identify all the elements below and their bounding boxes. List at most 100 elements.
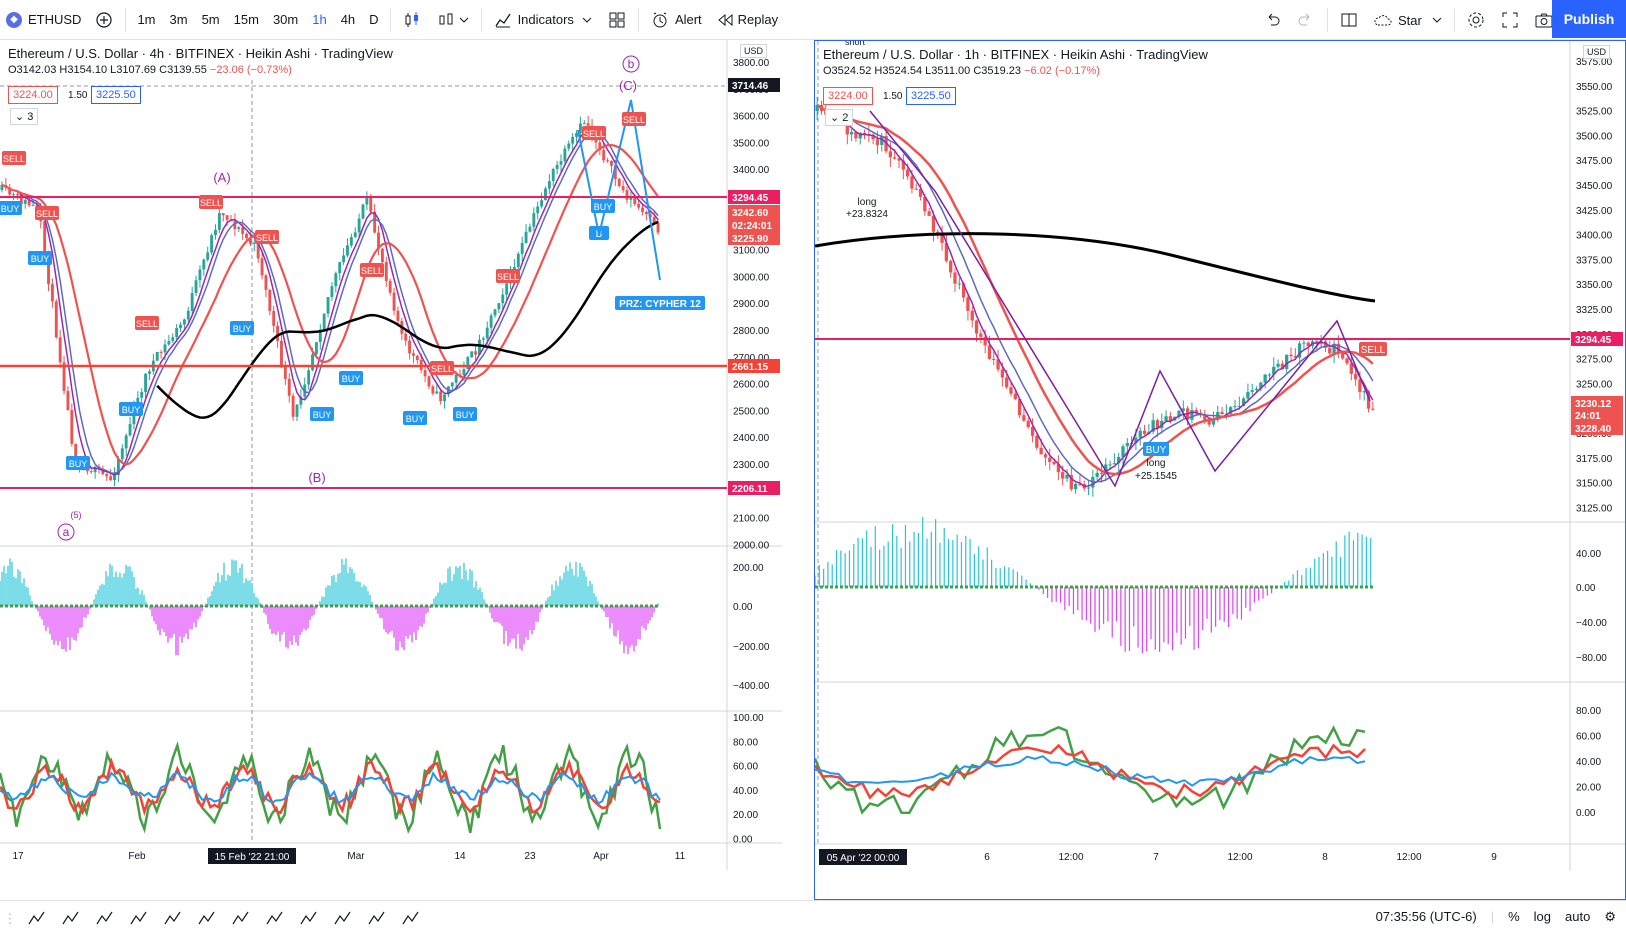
- indicators-collapse-button[interactable]: ⌄ 2: [825, 109, 854, 126]
- horizontal-levels-layer[interactable]: [0, 196, 727, 489]
- candle-body: [35, 205, 39, 207]
- sell-price-button[interactable]: 3224.00: [8, 86, 58, 104]
- sell-signal-box: [360, 263, 384, 277]
- open-value: O3524.52: [823, 65, 872, 77]
- left-chart-canvas[interactable]: 3800.003700.003600.003500.003400.003300.…: [0, 40, 782, 900]
- sell-price-button[interactable]: 3224.00: [823, 87, 873, 105]
- interval-1h[interactable]: 1h: [312, 12, 327, 27]
- candle-body: [923, 196, 927, 212]
- right-chart-pane[interactable]: 3575.00 3550.00 3525.00 3500.00 3475.00 3450.…: [814, 40, 1626, 900]
- candle-body: [1112, 463, 1117, 465]
- time-tick-label: 17: [12, 851, 24, 862]
- auto-scale-toggle[interactable]: auto: [1565, 909, 1591, 924]
- candle-body: [478, 339, 481, 355]
- toolbar-divider: [1453, 8, 1455, 32]
- candle-body: [462, 369, 466, 376]
- crosshair-time-badge: [819, 849, 907, 865]
- chevron-down-icon: ⌄: [830, 112, 840, 124]
- settings-button[interactable]: [1459, 0, 1493, 40]
- candle-body: [1099, 472, 1104, 474]
- interval-1m[interactable]: 1m: [137, 12, 156, 27]
- candle-body: [384, 261, 388, 282]
- candle-body: [353, 232, 357, 238]
- snapshot-button[interactable]: [1527, 0, 1561, 40]
- buy-price-button[interactable]: 3225.50: [906, 87, 956, 105]
- percent-scale-toggle[interactable]: %: [1508, 909, 1520, 924]
- camera-icon: [1533, 9, 1555, 31]
- buy-signal-box: [310, 407, 334, 421]
- candle-body: [349, 237, 353, 246]
- buy-signal: BUY: [1, 204, 20, 214]
- interval-15m[interactable]: 15m: [233, 12, 259, 27]
- layout-name-dropdown[interactable]: Star: [1366, 0, 1450, 40]
- ema-fast-line: [1, 127, 659, 476]
- rsi-tick-label: 20.00: [733, 810, 758, 821]
- candle-body: [528, 226, 532, 232]
- cycle-icon[interactable]: [326, 902, 360, 936]
- indicators-collapse-button[interactable]: ⌄ 3: [10, 108, 39, 125]
- elliott-wave-icon[interactable]: [88, 902, 122, 936]
- time-tick-label: 9: [1491, 852, 1497, 863]
- left-chart-pane[interactable]: 3800.003700.003600.003500.003400.003300.…: [0, 40, 782, 900]
- pattern-icon[interactable]: [292, 902, 326, 936]
- undo-button[interactable]: [1255, 0, 1289, 40]
- status-right-group: 07:35:56 (UTC-6) | % log auto ⚙: [1376, 909, 1616, 925]
- publish-button[interactable]: Publish: [1552, 0, 1626, 38]
- drag-handle-icon[interactable]: ⋮: [3, 911, 17, 926]
- gann-icon[interactable]: [224, 902, 258, 936]
- right-chart-canvas[interactable]: 3575.00 3550.00 3525.00 3500.00 3475.00 3450.…: [815, 41, 1625, 899]
- log-scale-toggle[interactable]: log: [1533, 909, 1552, 924]
- candle-body: [214, 229, 217, 236]
- price-axis[interactable]: 3800.003700.003600.003500.003400.003300.…: [728, 58, 780, 846]
- fullscreen-icon: [1499, 9, 1521, 31]
- settings-lines-icon[interactable]: [394, 902, 428, 936]
- indicators-button[interactable]: Indicators: [486, 0, 600, 40]
- interval-30m[interactable]: 30m: [272, 12, 299, 27]
- candle-body: [431, 386, 435, 394]
- chart-legend-title[interactable]: Ethereum / U.S. Dollar · 4h · BITFINEX ·…: [8, 46, 393, 61]
- bar-style-button[interactable]: [395, 0, 429, 40]
- brush-icon[interactable]: [258, 902, 292, 936]
- candle-body: [1345, 358, 1349, 364]
- candle-body: [1259, 382, 1263, 389]
- fib-icon[interactable]: [156, 902, 190, 936]
- chart-legend-title[interactable]: Ethereum / U.S. Dollar · 1h · BITFINEX ·…: [823, 47, 1208, 62]
- candle-body: [241, 227, 245, 234]
- long-value-2: +25.1545: [1135, 471, 1177, 482]
- symbol-search-button[interactable]: ◆ ETHUSD: [0, 0, 87, 40]
- menu-icon[interactable]: [20, 902, 54, 936]
- clock-readout[interactable]: 07:35:56 (UTC-6): [1375, 909, 1477, 924]
- trend-line-icon[interactable]: [122, 902, 156, 936]
- candle-body: [369, 197, 373, 212]
- interval-5m[interactable]: 5m: [201, 12, 220, 27]
- zigzag-icon[interactable]: [54, 902, 88, 936]
- interval-4h[interactable]: 4h: [340, 12, 356, 27]
- chart-type-dropdown[interactable]: [429, 0, 477, 40]
- measure-icon[interactable]: [360, 902, 394, 936]
- currency-button[interactable]: USD: [740, 44, 768, 58]
- compare-symbol-button[interactable]: [87, 0, 121, 40]
- redo-button[interactable]: [1289, 0, 1323, 40]
- price-axis[interactable]: 3575.00 3550.00 3525.00 3500.00 3475.00 3450.…: [1571, 57, 1623, 819]
- time-axis[interactable]: 6 12:00 7 12:00 8 12:00 9 05 Apr '22 00:00: [819, 849, 1497, 865]
- rsi-tick-label: 80.00: [733, 737, 758, 748]
- time-axis[interactable]: 17 Feb Mar 14 23 Apr 11 15 Feb '22 21:00: [12, 848, 686, 864]
- buy-price-button[interactable]: 3225.50: [91, 86, 141, 104]
- fullscreen-button[interactable]: [1493, 0, 1527, 40]
- rsi-line-green: [0, 741, 662, 834]
- ask-price-badge: [728, 231, 780, 245]
- interval-d[interactable]: D: [369, 12, 379, 27]
- chevron-down-icon: ⌄: [15, 111, 25, 123]
- layout-select-button[interactable]: [1332, 0, 1366, 40]
- interval-3m[interactable]: 3m: [169, 12, 188, 27]
- templates-button[interactable]: [600, 0, 634, 40]
- candle-body: [575, 133, 578, 137]
- gear-icon[interactable]: ⚙: [1604, 909, 1616, 924]
- candle-body: [875, 139, 880, 145]
- candle-body: [602, 150, 606, 161]
- ray-icon[interactable]: [190, 902, 224, 936]
- alert-button[interactable]: Alert: [643, 0, 708, 40]
- replay-button[interactable]: Replay: [708, 0, 784, 40]
- currency-button[interactable]: USD: [1583, 45, 1611, 59]
